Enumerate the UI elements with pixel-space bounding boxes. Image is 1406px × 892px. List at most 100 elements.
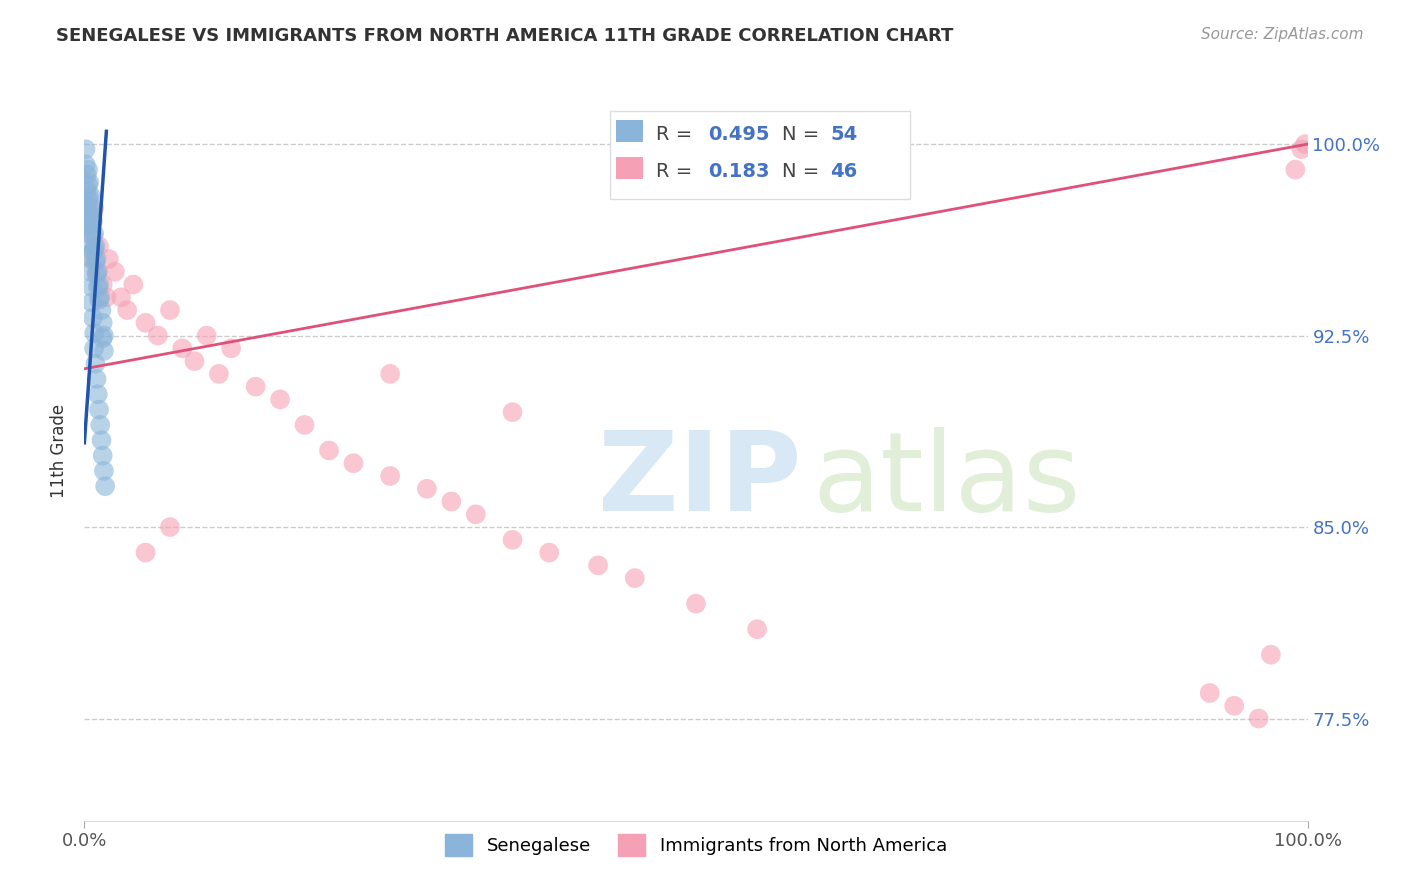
Point (83, 242, 105, 256)
Point (80, 216, 103, 230)
Point (87, 293, 110, 307)
Point (1294, 137, 1316, 152)
Point (76, 219, 98, 233)
Point (342, 456, 364, 470)
Point (80, 280, 103, 294)
Point (380, 367, 402, 381)
Point (84, 254, 107, 268)
Point (86, 268, 108, 282)
Point (91, 449, 114, 463)
Point (77, 249, 100, 263)
Point (83, 342, 105, 356)
Point (685, 597, 707, 611)
Bar (616, 120, 644, 142)
Text: atlas: atlas (813, 426, 1081, 533)
Point (146, 328, 169, 343)
Point (77, 191, 100, 205)
Point (77, 234, 100, 248)
Point (90, 303, 112, 318)
Point (90, 434, 112, 448)
Point (624, 571, 647, 585)
Point (86, 252, 108, 266)
Point (104, 265, 127, 279)
Point (87, 402, 110, 417)
Point (1247, 712, 1270, 726)
Point (77, 178, 100, 192)
Text: SENEGALESE VS IMMIGRANTS FROM NORTH AMERICA 11TH GRADE CORRELATION CHART: SENEGALESE VS IMMIGRANTS FROM NORTH AMER… (56, 27, 953, 45)
Text: ZIP: ZIP (598, 426, 801, 533)
Point (79, 252, 101, 266)
Point (1291, 142, 1313, 156)
Point (84, 239, 107, 253)
Point (96, 290, 118, 304)
Point (97, 252, 120, 266)
Point (89, 417, 111, 432)
Point (94, 479, 117, 493)
Point (538, 545, 561, 559)
Text: 46: 46 (831, 161, 858, 181)
Point (93, 343, 115, 358)
Point (77, 194, 100, 208)
Point (76, 168, 98, 182)
Point (79, 219, 101, 233)
Point (91, 316, 114, 330)
Point (93, 464, 115, 478)
Point (464, 508, 486, 522)
Point (76, 198, 98, 212)
Point (172, 342, 194, 356)
Point (208, 367, 231, 381)
Point (380, 469, 402, 483)
Point (87, 239, 110, 253)
Point (1284, 162, 1306, 177)
Text: N =: N = (782, 161, 825, 181)
Point (1223, 698, 1246, 713)
Point (82, 213, 104, 227)
Point (219, 342, 242, 356)
Point (502, 533, 524, 547)
Point (84, 357, 107, 371)
Point (75, 157, 97, 171)
Point (80, 295, 103, 310)
Point (91, 277, 114, 292)
Point (135, 316, 157, 330)
Bar (616, 156, 644, 178)
Point (83, 326, 105, 340)
Point (76, 183, 98, 197)
Point (747, 622, 769, 636)
Text: R =: R = (655, 125, 699, 144)
Point (318, 443, 340, 458)
Point (159, 303, 181, 318)
Point (110, 290, 132, 304)
Point (86, 265, 108, 279)
Point (91, 331, 114, 345)
Point (79, 265, 101, 279)
Point (440, 494, 463, 508)
Point (89, 290, 111, 304)
Point (115, 303, 138, 318)
Point (122, 277, 145, 292)
Point (82, 310, 104, 325)
Point (77, 209, 100, 223)
Point (245, 379, 267, 393)
Point (79, 203, 101, 218)
Point (159, 520, 181, 534)
Point (269, 392, 291, 407)
Point (87, 280, 110, 294)
Text: 54: 54 (831, 125, 858, 144)
Text: N =: N = (782, 125, 825, 144)
Legend: Senegalese, Immigrants from North America: Senegalese, Immigrants from North Americ… (437, 827, 955, 863)
Point (93, 328, 115, 343)
Point (87, 265, 110, 279)
Point (586, 558, 609, 573)
Point (195, 328, 218, 343)
Point (1260, 648, 1282, 662)
Point (87, 387, 110, 401)
Point (416, 482, 439, 496)
Point (82, 244, 104, 259)
Point (79, 188, 101, 202)
Point (77, 206, 100, 220)
Point (83, 227, 105, 241)
Point (294, 417, 316, 432)
Point (77, 175, 100, 189)
Point (82, 229, 104, 244)
